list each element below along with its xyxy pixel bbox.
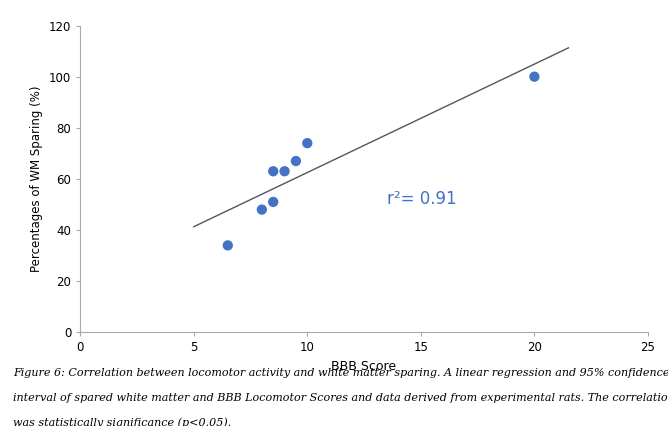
Point [268,168,279,175]
Text: Figure 6: Correlation between locomotor activity and white matter sparing. A lin: Figure 6: Correlation between locomotor … [13,368,668,378]
Point [268,199,279,205]
Point [529,73,540,80]
Text: r²= 0.91: r²= 0.91 [387,190,456,208]
Point [302,140,313,147]
Text: interval of spared white matter and BBB Locomotor Scores and data derived from e: interval of spared white matter and BBB … [13,393,668,403]
Y-axis label: Percentages of WM Sparing (%): Percentages of WM Sparing (%) [30,86,43,272]
Text: was statistically significance (p<0.05).: was statistically significance (p<0.05). [13,417,232,426]
X-axis label: BBB Score: BBB Score [331,360,397,373]
Point [291,158,301,164]
Point [257,206,267,213]
Point [222,242,233,249]
Point [279,168,290,175]
